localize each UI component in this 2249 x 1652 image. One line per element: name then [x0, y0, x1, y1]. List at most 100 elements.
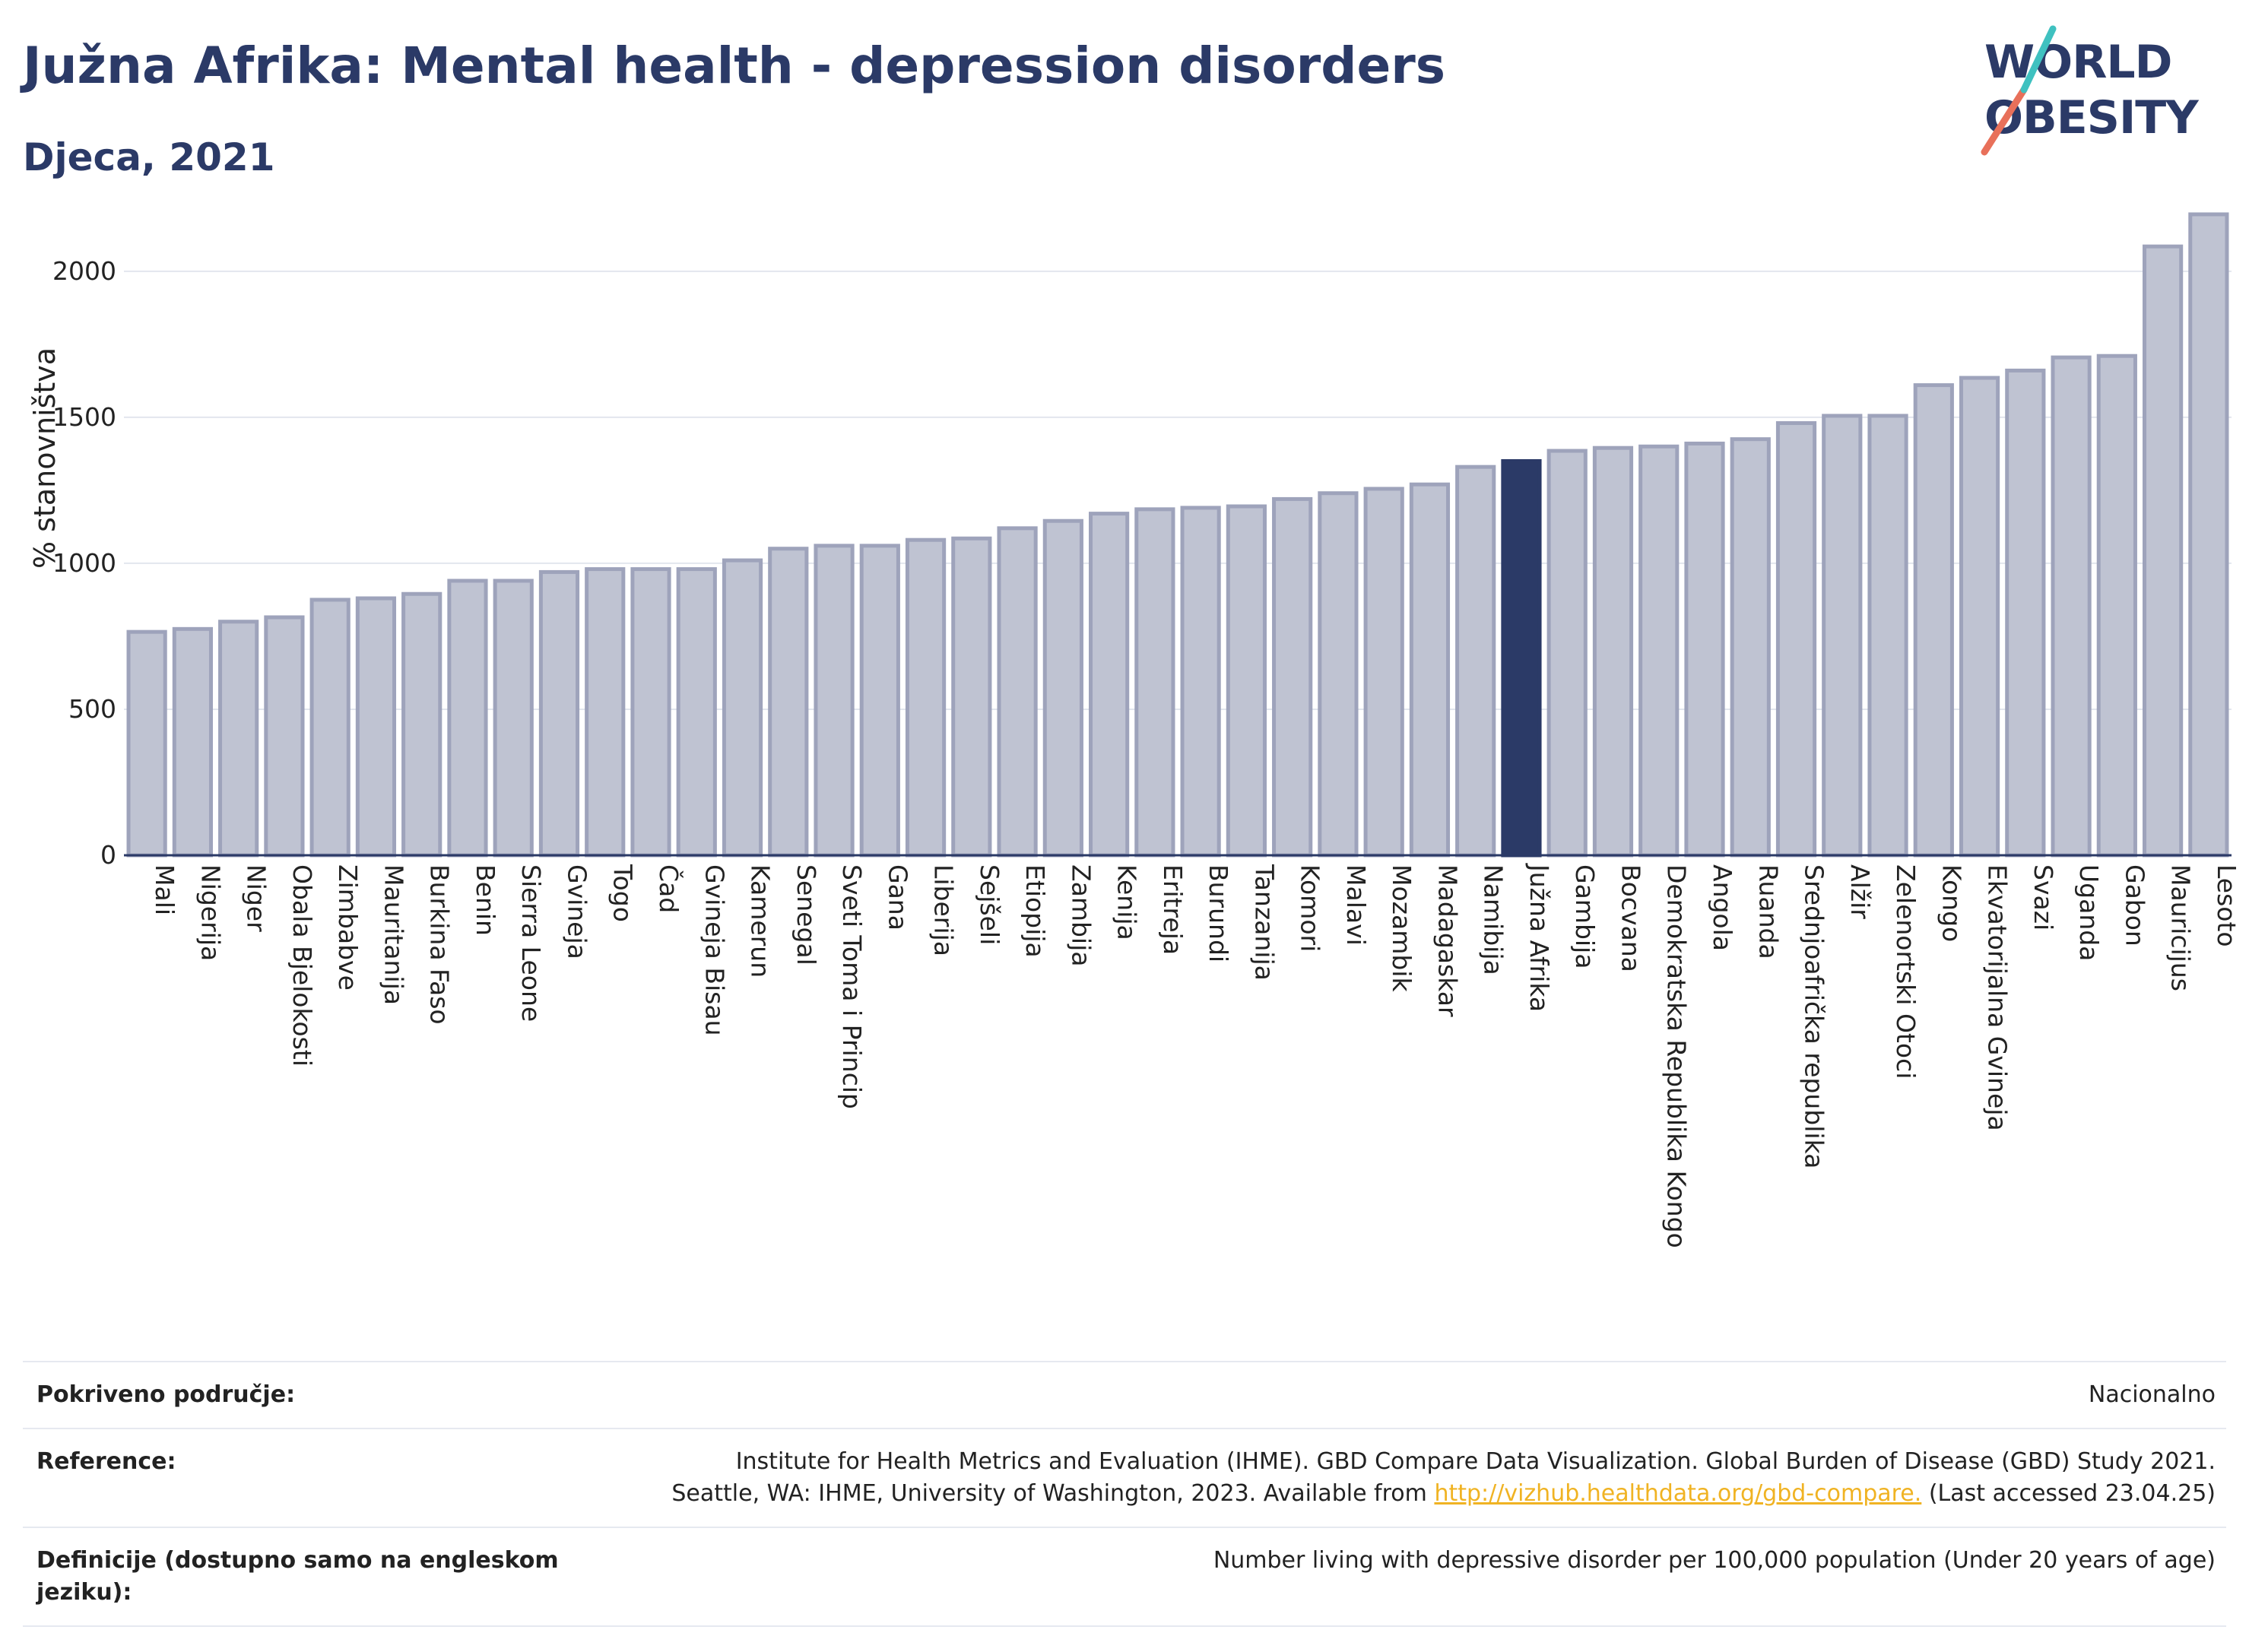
x-tick-label: Zimbabve [333, 864, 363, 991]
reference-line1: Institute for Health Metrics and Evaluat… [735, 1448, 2216, 1475]
coverage-label: Pokriveno područje: [36, 1381, 296, 1408]
bar-highlight [1501, 458, 1542, 858]
bar [1272, 496, 1313, 858]
bar [951, 536, 992, 858]
bar [814, 544, 855, 858]
bar [126, 629, 167, 858]
x-tick-label: Angola [1708, 864, 1737, 951]
bar [1867, 414, 1908, 858]
bar [1822, 414, 1863, 858]
y-tick-label: 1500 [52, 402, 116, 432]
bar [309, 598, 351, 858]
x-tick-label: Kamerun [746, 864, 776, 978]
definition-row: Definicije (dostupno samo na engleskom j… [23, 1527, 2226, 1626]
x-tick-label: Demokratska Republika Kongo [1662, 864, 1692, 1248]
bar [1959, 376, 2000, 858]
x-tick-label: Nigerija [195, 864, 225, 961]
x-tick-label: Svazi [2029, 864, 2058, 931]
bar [2143, 244, 2184, 858]
x-tick-label: Gvineja Bisau [699, 864, 729, 1036]
x-tick-label: Kongo [1937, 864, 1966, 942]
x-tick-label: Sveti Toma i Princip [837, 864, 867, 1109]
world-obesity-logo: WORLD OBESITY [1981, 25, 2200, 156]
x-tick-label: Eritreja [1158, 864, 1188, 955]
bar [905, 537, 947, 858]
bar [1730, 437, 1771, 858]
reference-line2-post: (Last accessed 23.04.25) [1928, 1480, 2216, 1507]
reference-value: Institute for Health Metrics and Evaluat… [584, 1428, 2226, 1527]
reference-link[interactable]: http://vizhub.healthdata.org/gbd-compare… [1434, 1480, 1922, 1507]
x-tick-label: Zambija [1066, 864, 1096, 966]
bar [1134, 507, 1175, 858]
bar-chart: 0 500 1000 1500 2000 Mali Nigerija Niger Obala B… [28, 212, 2241, 1248]
coverage-value: Nacionalno [2088, 1381, 2216, 1408]
bar [630, 567, 671, 858]
x-tick-label: Senegal [791, 864, 821, 966]
x-tick-label: Namibija [1479, 864, 1508, 975]
reference-line2-pre: Seattle, WA: IHME, University of Washing… [671, 1480, 1427, 1507]
bar [1684, 441, 1725, 858]
x-tick-label: Gambija [1570, 864, 1600, 969]
info-table: Pokriveno područje: Nacionalno Reference… [23, 1361, 2226, 1627]
x-tick-label: Zelenortski Otoci [1891, 864, 1921, 1079]
x-tick-label: Mali [150, 864, 179, 915]
page-subtitle: Djeca, 2021 [23, 135, 275, 179]
x-tick-label: Lesoto [2212, 864, 2241, 947]
x-tick-label: Gabon [2120, 864, 2149, 946]
x-tick-label: Južna Afrika [1524, 863, 1554, 1012]
x-tick-label: Gvineja [562, 864, 592, 959]
y-tick-label: 0 [100, 840, 116, 870]
x-tick-label: Kenija [1112, 864, 1142, 940]
bar [859, 544, 900, 858]
x-tick-label: Mauricijus [2166, 864, 2196, 991]
bar [1546, 449, 1588, 858]
bar [172, 626, 213, 858]
coverage-row: Pokriveno područje: Nacionalno [23, 1362, 2226, 1428]
bar [1226, 504, 1267, 858]
definition-label: Definicije (dostupno samo na engleskom j… [36, 1547, 559, 1606]
x-tick-label: Mozambik [1387, 864, 1416, 992]
x-tick-label: Malavi [1341, 864, 1371, 946]
x-tick-label: Etiopija [1020, 864, 1050, 958]
x-tick-label: Sejšeli [975, 864, 1004, 945]
bar [1775, 421, 1817, 858]
x-tick-label: Uganda [2074, 864, 2104, 961]
bar [768, 547, 809, 858]
bar [1180, 506, 1221, 858]
bar [722, 558, 763, 858]
x-tick-label: Burundi [1204, 864, 1233, 962]
x-tick-label: Madagaskar [1432, 864, 1462, 1017]
bar [997, 526, 1038, 858]
x-tick-label: Ekvatorijalna Gvineja [1983, 864, 2013, 1131]
x-tick-label: Liberija [929, 864, 959, 956]
x-tick-label: Togo [608, 864, 638, 922]
bar [676, 567, 717, 858]
x-tick-label: Obala Bjelokosti [287, 864, 317, 1067]
definition-value: Number living with depressive disorder p… [1213, 1547, 2216, 1574]
bar [2096, 354, 2137, 858]
x-tick-label: Tanzanija [1249, 864, 1279, 981]
reference-row: Reference: Institute for Health Metrics … [23, 1428, 2226, 1527]
x-tick-label: Čad [654, 864, 684, 913]
bar [1363, 487, 1404, 858]
y-axis-label: % stanovništva [28, 347, 62, 569]
x-tick-label: Alžir [1845, 864, 1875, 919]
bar [493, 579, 534, 858]
page-title: Južna Afrika: Mental health - depression… [23, 36, 1446, 95]
x-tick-label: Sierra Leone [516, 864, 546, 1022]
bar [1913, 383, 1954, 858]
bar [355, 596, 397, 858]
bar [1409, 482, 1451, 858]
bar [447, 579, 488, 858]
x-tick-label: Bocvana [1616, 864, 1645, 972]
bar [2005, 368, 2046, 858]
y-tick-label: 2000 [52, 256, 116, 286]
x-tick-label: Burkina Faso [425, 864, 455, 1025]
bar [2051, 355, 2092, 858]
logo-line1: WORLD [1984, 36, 2171, 89]
y-tick-label: 1000 [52, 548, 116, 578]
bar [1455, 465, 1496, 858]
x-tick-label: Benin [471, 864, 500, 936]
x-tick-label: Srednjoafrička republika [1800, 864, 1829, 1168]
x-tick-label: Mauritanija [379, 864, 408, 1005]
